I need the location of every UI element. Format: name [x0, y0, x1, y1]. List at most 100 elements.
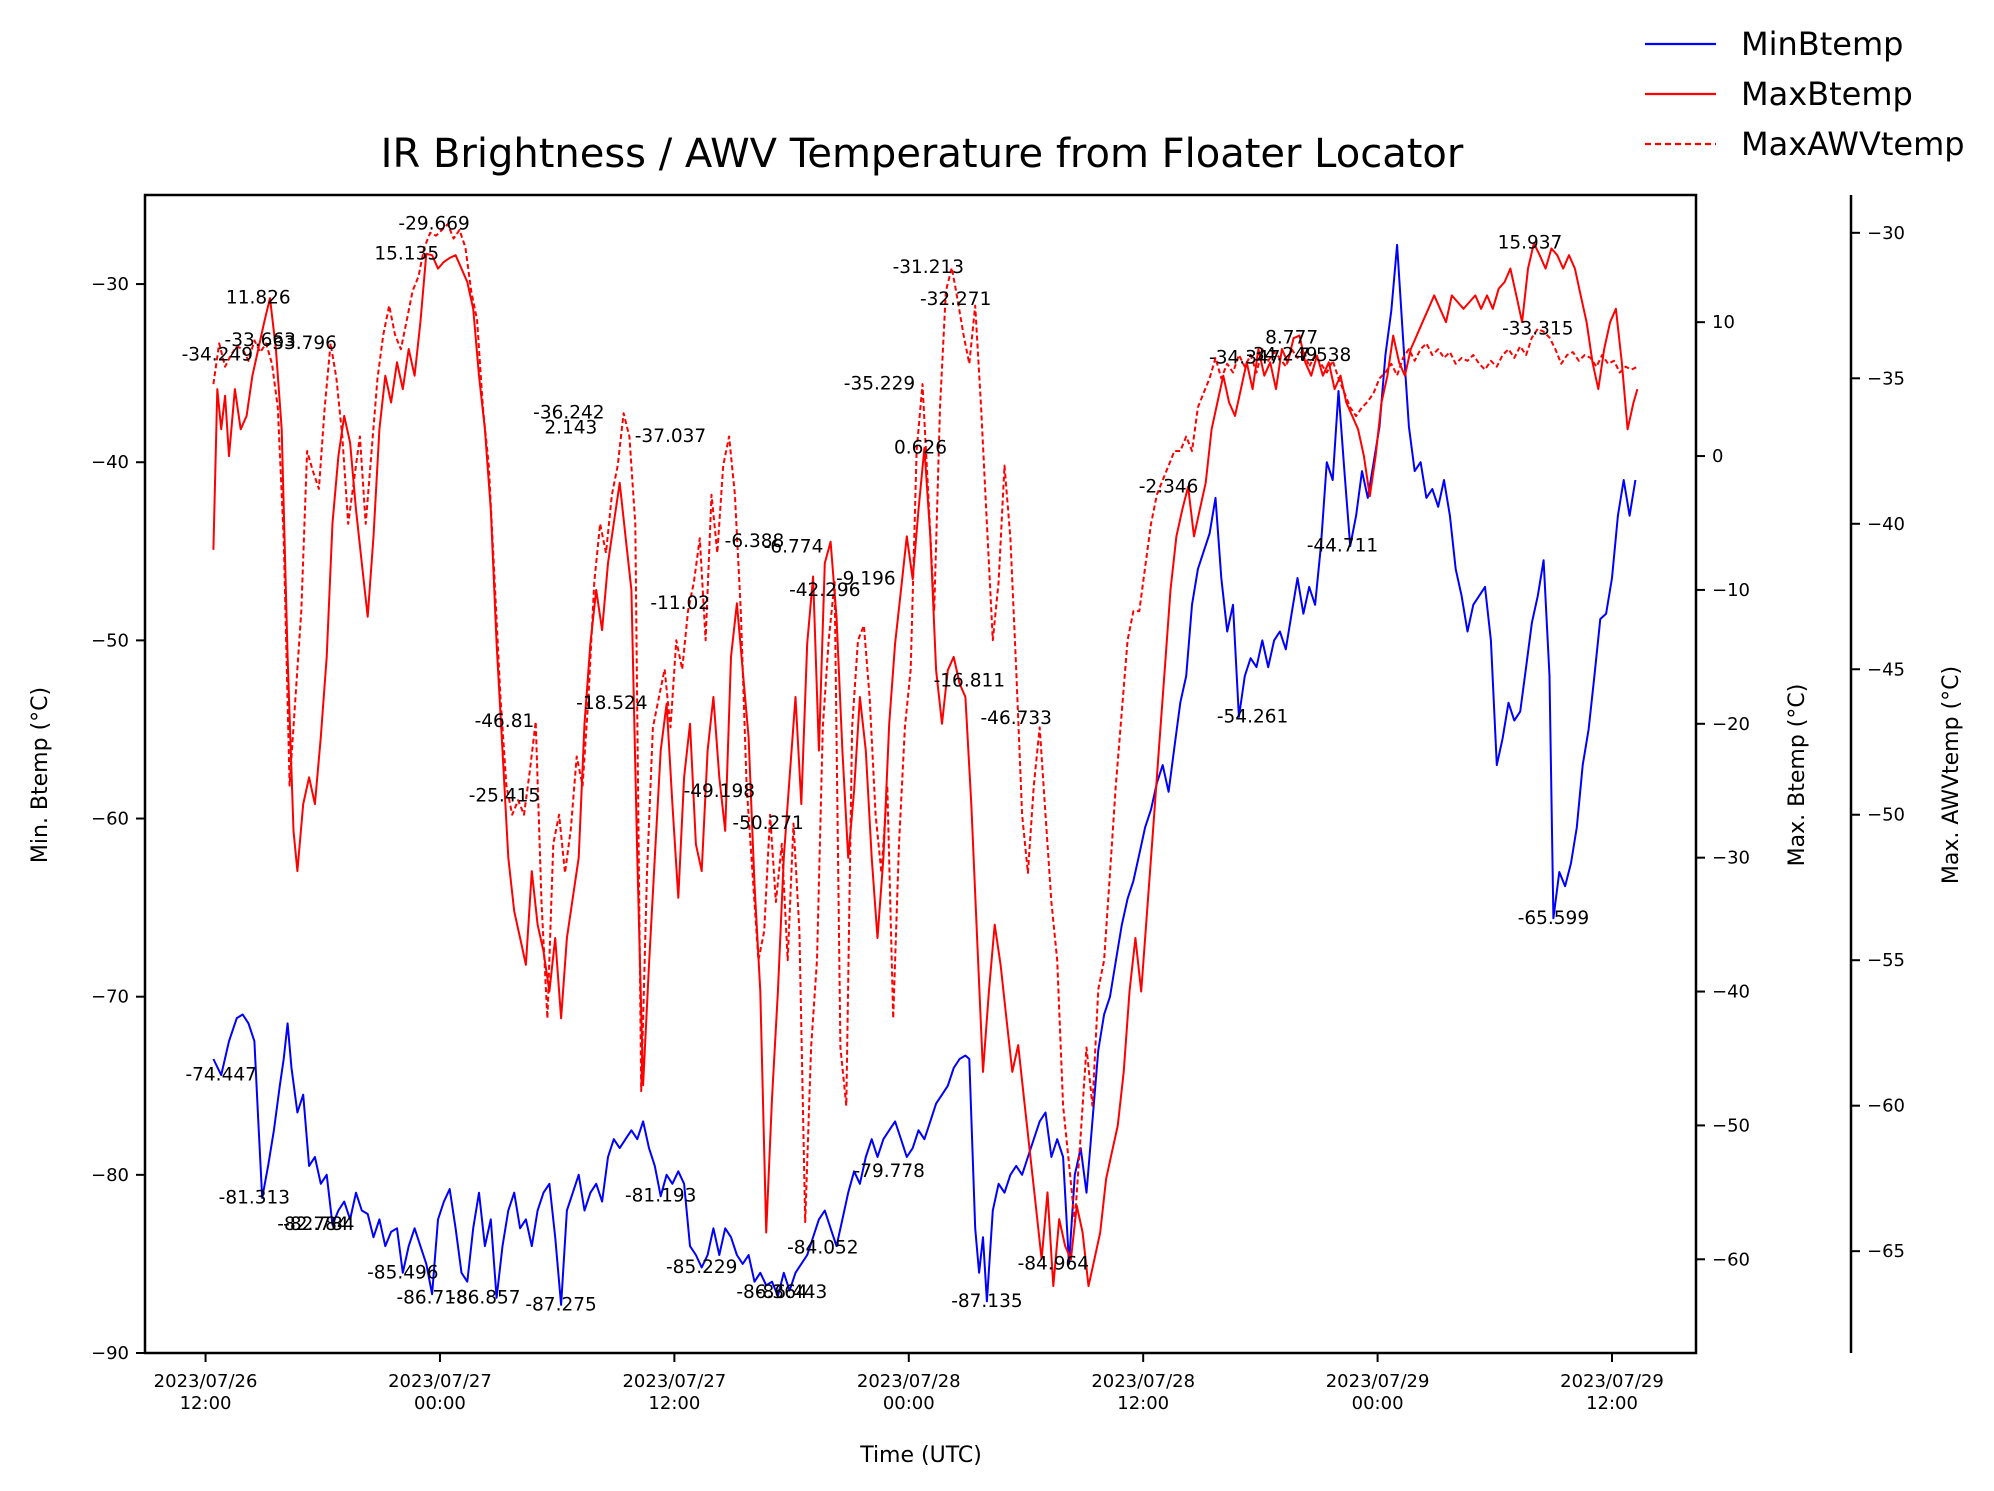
- second-right-axis-tick-label: −40: [1867, 514, 1905, 535]
- x-axis-tick-label: 00:00: [883, 1393, 935, 1414]
- data-label: 7.538: [1298, 345, 1351, 366]
- data-label: -42.296: [789, 580, 860, 601]
- second-right-axis-tick-label: −45: [1867, 659, 1905, 680]
- right-axis-tick-label: 0: [1712, 446, 1723, 467]
- data-label: -54.261: [1217, 706, 1288, 727]
- data-label: -86.364: [736, 1282, 807, 1303]
- x-axis-tick-label: 12:00: [180, 1393, 232, 1414]
- legend-label-maxawvtemp: MaxAWVtemp: [1741, 125, 1965, 163]
- data-label: -81.193: [625, 1186, 696, 1207]
- second-right-axis-tick-label: −35: [1867, 368, 1905, 389]
- x-axis-tick-label: 2023/07/28: [857, 1371, 961, 1392]
- data-label: -49.198: [684, 781, 755, 802]
- data-label: -74.447: [185, 1065, 256, 1086]
- data-label: -33.315: [1502, 318, 1573, 339]
- left-axis-tick-label: −80: [91, 1165, 129, 1186]
- left-axis-tick-label: −40: [91, 452, 129, 473]
- data-label: -84.052: [787, 1237, 858, 1258]
- data-label: -6.388: [725, 531, 785, 552]
- right-axis-tick-label: −50: [1712, 1115, 1750, 1136]
- data-label: -87.275: [525, 1294, 596, 1315]
- right-axis-tick-label: −40: [1712, 982, 1750, 1003]
- chart-title: IR Brightness / AWV Temperature from Flo…: [381, 131, 1464, 177]
- annotation-layer: -74.447 -81.313 -82.784-82.784 -85.496 -86.7…: [182, 214, 1590, 1316]
- right-axis-ticks: −60 −50 −40 −30 −20 −10 0 10: [1696, 312, 1750, 1270]
- second-right-axis-tick-label: −55: [1867, 950, 1905, 971]
- data-label: -86.443: [756, 1282, 827, 1303]
- x-axis-tick-label: 2023/07/27: [388, 1371, 492, 1392]
- x-axis-ticks: 2023/07/2612:002023/07/2700:002023/07/27…: [154, 1353, 1664, 1414]
- x-axis-tick-label: 2023/07/29: [1326, 1371, 1430, 1392]
- data-label: -35.229: [844, 374, 915, 395]
- second-right-axis-tick-label: −65: [1867, 1241, 1905, 1262]
- left-axis-tick-label: −90: [91, 1343, 129, 1364]
- right-axis-label: Max. Btemp (°C): [1785, 684, 1810, 867]
- data-label: -9.196: [836, 569, 896, 590]
- data-label: -6.774: [764, 537, 824, 558]
- data-label: 8.777: [1265, 328, 1318, 349]
- data-label: -85.496: [367, 1262, 438, 1283]
- data-label: -37.037: [635, 426, 706, 447]
- data-label: -31.213: [893, 257, 964, 278]
- plot-frame: [143, 193, 1698, 1355]
- x-axis-tick-label: 12:00: [648, 1393, 700, 1414]
- x-axis-tick-label: 00:00: [414, 1393, 466, 1414]
- data-label: -84.964: [1018, 1253, 1089, 1274]
- data-label: -25.415: [469, 786, 540, 807]
- data-label: -79.778: [854, 1161, 925, 1182]
- data-label: -50.271: [732, 813, 803, 834]
- data-label: -16.811: [934, 670, 1005, 691]
- data-label: -18.524: [576, 693, 647, 714]
- data-label: -85.229: [666, 1257, 737, 1278]
- legend-label-minbtemp: MinBtemp: [1741, 25, 1903, 63]
- left-axis-label: Min. Btemp (°C): [28, 687, 53, 863]
- data-label: -32.271: [920, 289, 991, 310]
- left-axis-tick-label: −60: [91, 809, 129, 830]
- data-label: -82.784: [277, 1214, 348, 1235]
- data-label: -29.669: [398, 214, 469, 235]
- data-label: 11.826: [226, 288, 291, 309]
- series-line-minbtemp: [212, 243, 1637, 1306]
- second-right-axis-ticks: −65 −60 −55 −50 −45 −40 −35 −30: [1851, 223, 1905, 1262]
- data-label: -11.02: [650, 593, 710, 614]
- x-axis-tick-label: 00:00: [1352, 1393, 1404, 1414]
- left-axis-tick-label: −50: [91, 630, 129, 651]
- series-layer: [212, 223, 1639, 1306]
- data-label: -34.249: [182, 345, 253, 366]
- legend: MinBtemp MaxBtemp MaxAWVtemp: [1645, 25, 1965, 163]
- right-axis-tick-label: −30: [1712, 848, 1750, 869]
- second-right-axis-label: Max. AWVtemp (°C): [1939, 666, 1964, 884]
- data-label: -81.313: [219, 1188, 290, 1209]
- left-axis-tick-label: −70: [91, 987, 129, 1008]
- right-axis-tick-label: −60: [1712, 1249, 1750, 1270]
- data-label: -34.249: [1246, 345, 1317, 366]
- data-label: 15.937: [1498, 233, 1563, 254]
- data-label: -34.347: [1209, 347, 1280, 368]
- x-axis-tick-label: 12:00: [1586, 1393, 1638, 1414]
- left-axis-tick-label: −30: [91, 274, 129, 295]
- series-line-maxawvtemp: [212, 223, 1638, 1224]
- data-label: -86.718: [396, 1287, 467, 1308]
- data-label: 2.143: [544, 417, 597, 438]
- data-label: -86.857: [449, 1287, 520, 1308]
- x-axis-label: Time (UTC): [859, 1443, 982, 1468]
- x-axis-tick-label: 2023/07/26: [154, 1371, 258, 1392]
- right-axis-tick-label: 10: [1712, 312, 1735, 333]
- data-label: -33.796: [266, 333, 337, 354]
- second-right-axis-tick-label: −50: [1867, 805, 1905, 826]
- data-label: -33.663: [225, 330, 296, 351]
- data-label: -87.135: [951, 1291, 1022, 1312]
- data-label: -46.81: [475, 711, 535, 732]
- x-axis-tick-label: 2023/07/27: [622, 1371, 726, 1392]
- data-label: -44.711: [1307, 535, 1378, 556]
- legend-label-maxbtemp: MaxBtemp: [1741, 75, 1913, 113]
- x-axis-tick-label: 2023/07/29: [1560, 1371, 1664, 1392]
- data-label: -65.599: [1518, 908, 1589, 929]
- x-axis-tick-label: 12:00: [1117, 1393, 1169, 1414]
- data-label: -46.733: [981, 708, 1052, 729]
- data-label: 15.135: [374, 243, 439, 264]
- x-axis-tick-label: 2023/07/28: [1091, 1371, 1195, 1392]
- right-axis-tick-label: −20: [1712, 714, 1750, 735]
